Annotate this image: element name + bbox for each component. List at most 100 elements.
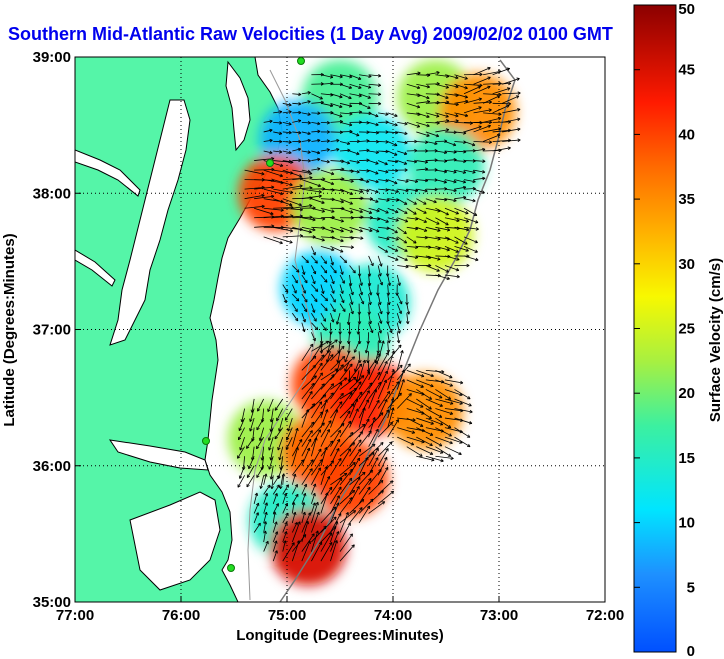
velocity-arrow <box>406 255 419 260</box>
velocity-arrow <box>454 398 472 407</box>
velocity-arrow <box>335 313 341 325</box>
velocity-arrow <box>358 179 370 184</box>
velocity-arrow <box>358 293 365 305</box>
velocity-arrow <box>463 169 476 174</box>
velocity-arrow <box>344 360 350 372</box>
velocity-cell <box>408 128 484 204</box>
velocity-arrow <box>473 108 492 114</box>
velocity-arrow <box>368 442 384 457</box>
velocity-arrow <box>311 429 321 447</box>
velocity-arrow <box>396 274 401 286</box>
velocity-arrow <box>320 312 326 322</box>
velocity-arrow <box>435 150 448 155</box>
velocity-arrow <box>454 389 471 400</box>
velocity-arrow <box>339 148 351 153</box>
velocity-arrow <box>339 245 354 249</box>
velocity-arrow <box>405 294 409 306</box>
colorbar-tick-label: 45 <box>678 62 695 79</box>
velocity-arrow <box>319 332 324 345</box>
velocity-arrow <box>395 284 399 296</box>
velocity-arrow <box>473 124 491 133</box>
velocity-arrow <box>502 117 521 123</box>
colorbar-tick-label: 30 <box>678 256 695 273</box>
velocity-arrow <box>473 85 491 95</box>
velocity-arrow <box>330 540 338 562</box>
velocity-arrow <box>406 417 424 427</box>
albemarle-sound <box>108 439 209 471</box>
velocity-arrow <box>269 446 274 461</box>
velocity-arrow <box>357 313 362 325</box>
velocity-arrow <box>349 457 360 476</box>
velocity-arrow <box>301 284 307 294</box>
velocity-arrow <box>368 101 382 106</box>
velocity-arrow <box>311 157 321 162</box>
velocity-arrow <box>386 303 390 315</box>
velocity-arrow <box>339 198 353 205</box>
radar-sites <box>202 57 305 572</box>
velocity-arrow <box>502 108 521 114</box>
velocity-arrow <box>320 486 333 505</box>
velocity-arrow <box>329 322 333 335</box>
velocity-arrow <box>483 127 502 133</box>
velocity-arrow <box>416 217 427 223</box>
velocity-arrow <box>291 484 298 495</box>
velocity-arrow <box>425 226 441 232</box>
velocity-arrow <box>349 423 366 438</box>
velocity-arrow <box>292 130 302 135</box>
velocity-arrow <box>263 236 283 245</box>
velocity-arrow <box>339 410 351 428</box>
velocity-arrow <box>263 502 268 514</box>
colorbar-tick-label: 15 <box>678 450 695 467</box>
velocity-arrow <box>368 371 381 390</box>
velocity-arrow <box>502 77 520 85</box>
velocity-arrow <box>237 427 245 441</box>
velocity-arrow <box>473 140 492 144</box>
velocity-arrow <box>377 390 391 409</box>
velocity-arrow <box>416 226 428 232</box>
velocity-arrow <box>347 370 352 383</box>
velocity-arrows <box>237 66 521 562</box>
velocity-arrow <box>444 188 457 193</box>
velocity-arrow <box>397 131 408 136</box>
velocity-arrow <box>387 226 398 234</box>
velocity-arrow <box>273 139 283 144</box>
velocity-arrow <box>320 148 330 152</box>
velocity-arrow <box>368 417 376 438</box>
velocity-arrow <box>406 102 421 109</box>
velocity-arrow <box>368 399 380 419</box>
velocity-arrow <box>320 169 335 176</box>
velocity-arrow <box>396 379 405 400</box>
velocity-arrow <box>397 217 409 223</box>
velocity-arrow <box>444 255 460 261</box>
grid-lines <box>75 57 605 602</box>
velocity-arrow <box>387 217 399 222</box>
velocity-arrow <box>291 522 298 533</box>
velocity-arrow <box>463 217 479 224</box>
velocity-arrow <box>396 322 401 334</box>
velocity-arrow <box>320 274 328 283</box>
velocity-arrow <box>444 446 462 456</box>
x-tick-label: 75:00 <box>268 607 306 624</box>
velocity-arrow <box>358 226 373 233</box>
velocity-arrow <box>311 111 321 116</box>
velocity-arrow <box>368 73 382 78</box>
velocity-arrow <box>435 83 449 89</box>
velocity-arrow <box>416 131 430 137</box>
velocity-arrow <box>473 169 486 174</box>
velocity-arrow <box>357 303 362 315</box>
velocity-arrow <box>349 439 362 457</box>
velocity-arrow <box>368 169 379 175</box>
colorbar-tick-label: 35 <box>678 191 695 208</box>
velocity-arrow <box>492 67 511 76</box>
velocity-arrow <box>301 169 311 174</box>
velocity-arrow <box>502 138 521 142</box>
velocity-arrow <box>250 398 255 413</box>
velocity-arrow <box>292 119 302 123</box>
velocity-arrow <box>246 475 255 488</box>
radar-site-marker <box>227 564 235 572</box>
velocity-arrow <box>349 93 362 98</box>
velocity-arrow <box>282 169 302 178</box>
velocity-arrow <box>377 370 388 390</box>
velocity-arrow <box>358 93 371 99</box>
velocity-arrow <box>339 477 353 495</box>
